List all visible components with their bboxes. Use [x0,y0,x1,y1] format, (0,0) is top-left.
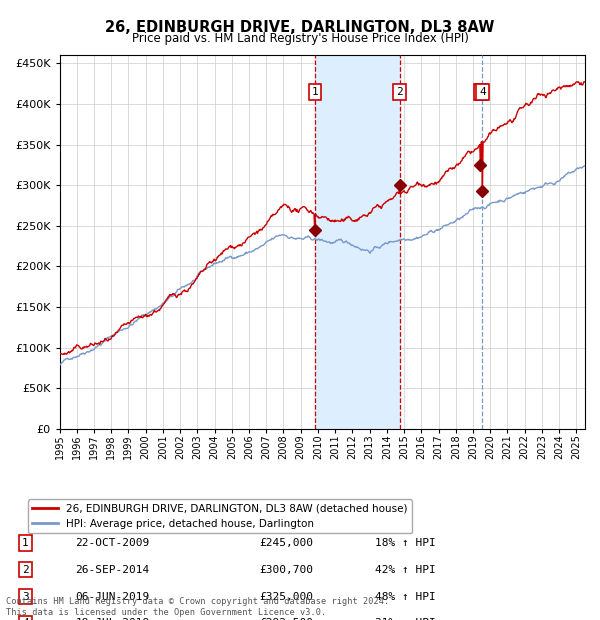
Text: 18% ↑ HPI: 18% ↑ HPI [375,538,436,548]
Text: £300,700: £300,700 [259,565,313,575]
Text: £245,000: £245,000 [259,538,313,548]
Text: 2: 2 [22,565,29,575]
Text: 4: 4 [479,87,486,97]
Text: £325,000: £325,000 [259,591,313,601]
Text: 42% ↑ HPI: 42% ↑ HPI [375,565,436,575]
Text: 48% ↑ HPI: 48% ↑ HPI [375,591,436,601]
Text: Price paid vs. HM Land Registry's House Price Index (HPI): Price paid vs. HM Land Registry's House … [131,32,469,45]
Text: 3: 3 [22,591,29,601]
Text: 1: 1 [22,538,29,548]
Text: 4: 4 [22,619,29,620]
Legend: 26, EDINBURGH DRIVE, DARLINGTON, DL3 8AW (detached house), HPI: Average price, d: 26, EDINBURGH DRIVE, DARLINGTON, DL3 8AW… [28,500,412,533]
Text: 19-JUL-2019: 19-JUL-2019 [75,619,149,620]
Text: 26, EDINBURGH DRIVE, DARLINGTON, DL3 8AW: 26, EDINBURGH DRIVE, DARLINGTON, DL3 8AW [106,20,494,35]
Bar [314,55,400,429]
Text: £292,500: £292,500 [259,619,313,620]
Text: 2: 2 [396,87,403,97]
Text: 3: 3 [477,87,484,97]
Text: 22-OCT-2009: 22-OCT-2009 [75,538,149,548]
Text: 1: 1 [311,87,318,97]
Text: 26-SEP-2014: 26-SEP-2014 [75,565,149,575]
Text: Contains HM Land Registry data © Crown copyright and database right 2024.
This d: Contains HM Land Registry data © Crown c… [6,598,389,617]
Text: 31% ↑ HPI: 31% ↑ HPI [375,619,436,620]
Text: 06-JUN-2019: 06-JUN-2019 [75,591,149,601]
